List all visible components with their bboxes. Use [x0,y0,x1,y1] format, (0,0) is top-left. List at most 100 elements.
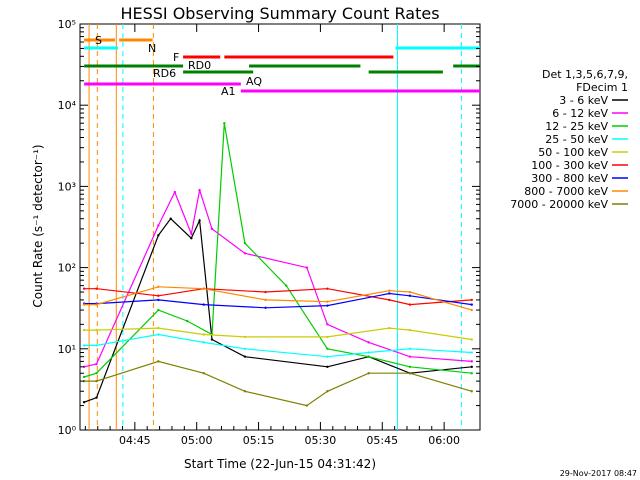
series-point-9 [470,390,473,393]
legend-label-3: 12 - 25 keV [545,120,608,133]
series-point-3 [408,365,412,369]
legend-label-7: 300 - 800 keV [531,172,608,185]
series-point-3 [95,372,98,375]
series-point-2 [95,362,98,366]
series-point-2 [198,188,201,192]
legend-label-4: 25 - 50 keV [545,133,608,146]
series-point-6 [82,287,86,290]
y-tick-label: 10⁰ [58,424,77,437]
series-point-2 [408,355,412,358]
series-point-3 [326,347,329,350]
series-point-7 [388,292,391,295]
series-point-2 [470,360,473,363]
series-point-5 [326,335,329,339]
series-point-9 [202,372,205,375]
y-tick-label: 10² [58,262,76,275]
series-point-7 [326,304,329,307]
x-tick-label: 05:45 [366,434,398,447]
series-point-5 [157,326,160,330]
x-tick-label: 05:00 [181,434,213,447]
series-point-5 [95,328,98,332]
series-point-6 [264,290,267,294]
series-point-3 [157,308,160,312]
series-point-3 [367,355,370,358]
y-tick-label: 10³ [58,180,76,193]
x-tick-label: 06:00 [428,434,460,447]
series-point-9 [305,404,309,407]
series-point-9 [326,390,329,393]
series-point-1 [326,365,329,369]
mode-segments: S N F RD0 RD6 AQ A1 [84,24,480,430]
series-line-1 [83,217,472,403]
annotation-rd6: RD6 [153,67,176,80]
annotation-a1: A1 [221,85,236,98]
legend-label-1: 3 - 6 keV [559,94,608,107]
series-point-2 [243,252,247,255]
series-point-7 [157,298,160,302]
series-point-1 [470,365,473,369]
series-point-9 [408,372,412,375]
series-point-3 [470,372,473,375]
series-point-6 [326,287,329,290]
series-point-2 [190,232,193,236]
series-point-4 [243,347,247,350]
series-point-9 [95,379,98,383]
y-tick-label: 10⁵ [58,18,76,31]
series-point-1 [82,400,86,404]
series-point-3 [223,122,226,125]
legend-label-8: 800 - 7000 keV [524,185,608,198]
series-point-8 [264,298,267,302]
series-point-3 [82,375,86,379]
series-point-9 [157,360,160,363]
series-point-8 [408,290,412,294]
y-tick-label: 10⁴ [58,99,77,112]
series-point-2 [367,341,370,344]
series-point-9 [367,372,370,375]
series-point-2 [82,365,86,369]
series-point-3 [186,319,189,323]
x-axis-label: Start Time (22-Jun-15 04:31:42) [184,457,376,471]
series-point-4 [408,347,412,350]
series-point-2 [305,266,309,269]
series-point-5 [470,338,473,341]
legend-label-6: 100 - 300 keV [531,159,608,172]
series-point-1 [198,219,201,222]
series-point-2 [173,190,177,194]
series-point-6 [470,298,473,302]
plot-frame [79,23,481,431]
legend-header-line-1: Det 1,3,5,6,7,9, [542,68,628,81]
series-point-8 [326,300,329,303]
series-point-2 [157,224,160,227]
series-point-4 [157,333,160,336]
series-point-8 [388,289,391,292]
series-point-8 [82,303,86,306]
series-point-1 [95,396,98,399]
x-tick-label: 05:15 [243,434,275,447]
series-point-1 [157,234,160,237]
series-line-9 [84,360,472,407]
series-line-3 [83,123,472,378]
y-tick-label: 10¹ [58,343,76,356]
series-point-8 [202,287,205,290]
annotation-s: S [95,34,102,47]
series-point-4 [367,351,370,354]
series-point-7 [202,303,205,306]
series-point-1 [190,237,193,240]
legend-label-5: 50 - 100 keV [538,146,608,159]
legend-header-line-2: FDecim 1 [576,81,628,94]
series-point-1 [210,338,214,341]
annotation-f: F [173,51,179,64]
footer-timestamp: 29-Nov-2017 08:47 [560,469,637,478]
annotation-n: N [148,42,156,55]
series-point-4 [95,344,98,347]
series-point-4 [326,355,329,358]
legend-label-2: 6 - 12 keV [552,107,608,120]
axis-ticks: 10⁰ 10¹ 10² 10³ 10⁴ 10⁵ 04:45 05:00 05:15 05:30 05… [58,18,480,447]
series-point-5 [82,328,86,332]
series-point-5 [243,335,247,339]
series-point-3 [243,241,247,245]
series-point-8 [95,303,98,306]
series-point-9 [243,390,247,393]
